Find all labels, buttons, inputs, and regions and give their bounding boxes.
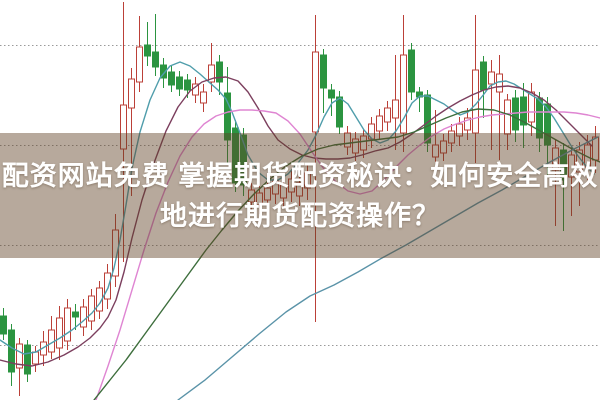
candle-up xyxy=(344,132,351,148)
candle-up xyxy=(80,306,87,328)
candle-down xyxy=(232,127,239,184)
ma-dark-green xyxy=(93,108,600,400)
title-overlay-band xyxy=(0,133,600,258)
candle-up xyxy=(16,343,23,369)
candle-up xyxy=(32,351,39,365)
candle-up xyxy=(432,144,439,158)
candle-down xyxy=(8,329,15,373)
candle-down xyxy=(224,92,231,141)
candle-down xyxy=(144,44,151,57)
candle-up xyxy=(392,99,399,119)
candle-up xyxy=(120,104,127,150)
candle-down xyxy=(168,71,175,86)
candle-up xyxy=(296,182,303,197)
candle-up xyxy=(264,187,271,201)
candle-up xyxy=(40,341,47,356)
candle-down xyxy=(512,97,519,131)
candle-up xyxy=(376,115,383,132)
candle-up xyxy=(464,117,471,131)
candle-up xyxy=(280,184,287,199)
candle-down xyxy=(336,96,343,128)
candle-down xyxy=(328,89,335,99)
candle-up xyxy=(448,130,455,144)
candle-down xyxy=(152,51,159,68)
moving-average-lines xyxy=(0,61,600,400)
ma-pink xyxy=(95,109,600,400)
candle-down xyxy=(160,64,167,79)
candle-up xyxy=(440,140,447,154)
candle-down xyxy=(216,61,223,83)
candle-up xyxy=(112,229,119,277)
candle-up xyxy=(136,46,143,83)
ma-maroon xyxy=(0,76,593,367)
candle-up xyxy=(312,51,319,133)
candle-up xyxy=(384,107,391,123)
candle-up xyxy=(272,180,279,195)
candle-up xyxy=(88,295,95,322)
candle-up xyxy=(200,91,207,104)
candle-up xyxy=(504,99,511,135)
candle-up xyxy=(208,64,215,83)
article-title: 配资网站免费 掌握期货配资秘诀：如何安全高效 地进行期货配资操作？ xyxy=(0,156,600,236)
candle-down xyxy=(240,134,247,186)
candle-up xyxy=(400,54,407,134)
candle-down xyxy=(176,76,183,90)
candle-up xyxy=(568,154,575,178)
candle-up xyxy=(360,135,367,151)
candle-down xyxy=(424,94,431,144)
candle-down xyxy=(480,61,487,91)
candle-down xyxy=(24,344,31,375)
candle-down xyxy=(408,49,415,93)
candle-up xyxy=(352,138,359,154)
candle-down xyxy=(184,79,191,91)
candle-up xyxy=(456,123,463,137)
article-title-line2: 地进行期货配资操作？ xyxy=(160,201,440,231)
article-title-line1: 配资网站免费 掌握期货配资秘诀：如何安全高效 xyxy=(1,161,599,191)
candle-up xyxy=(288,178,295,193)
candle-up xyxy=(56,317,63,349)
candle-down xyxy=(320,54,327,89)
candle-up xyxy=(488,71,495,85)
ma-fast-teal xyxy=(0,61,595,355)
candle-up xyxy=(128,78,135,109)
candle-down xyxy=(72,311,79,318)
candle-down xyxy=(544,103,551,146)
candle-up xyxy=(304,172,311,189)
candle-down xyxy=(0,315,7,335)
candle-up xyxy=(104,272,111,300)
candle-up xyxy=(256,192,263,206)
ma-steel-blue xyxy=(177,136,599,400)
candle-up xyxy=(64,307,71,342)
candle-up xyxy=(528,91,535,123)
candle-down xyxy=(520,96,527,126)
candle-down xyxy=(560,149,567,181)
